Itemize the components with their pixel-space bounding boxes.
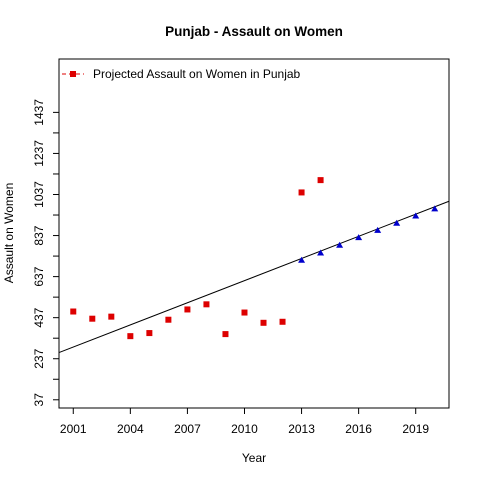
y-tick-label: 237: [32, 348, 46, 368]
data-point-square: [241, 309, 248, 316]
x-tick-label: 2001: [60, 422, 87, 436]
data-point-square: [203, 301, 210, 308]
x-axis-label: Year: [242, 451, 266, 465]
data-point-square: [108, 313, 115, 320]
data-point-triangle: [355, 234, 363, 241]
x-tick-label: 2013: [288, 422, 315, 436]
y-tick-label: 837: [32, 225, 46, 245]
y-axis-label: Assault on Women: [2, 183, 16, 284]
trend-line: [58, 200, 450, 354]
data-point-square: [165, 316, 172, 323]
data-marks: [70, 177, 439, 340]
y-tick-label: 637: [32, 266, 46, 286]
data-point-square: [260, 319, 267, 326]
data-point-square: [298, 189, 305, 196]
data-point-triangle: [374, 226, 382, 233]
y-tick-label: 1437: [32, 99, 46, 126]
trend-line-group: [58, 200, 450, 354]
data-point-square: [317, 177, 324, 184]
data-point-square: [184, 306, 191, 313]
legend: Projected Assault on Women in Punjab: [62, 67, 301, 81]
x-tick-label: 2004: [117, 422, 144, 436]
x-tick-label: 2019: [402, 422, 429, 436]
data-point-triangle: [317, 249, 325, 256]
chart-title: Punjab - Assault on Women: [165, 24, 343, 39]
data-point-triangle: [412, 212, 420, 219]
data-point-square: [89, 315, 96, 322]
plot-frame: [58, 58, 450, 409]
data-point-square: [127, 333, 134, 340]
data-point-square: [70, 308, 77, 315]
legend-label: Projected Assault on Women in Punjab: [93, 67, 301, 81]
data-point-triangle: [431, 205, 439, 212]
data-point-square: [279, 318, 286, 325]
data-point-triangle: [336, 241, 344, 248]
y-tick-label: 1037: [32, 181, 46, 208]
data-point-square: [146, 330, 153, 337]
legend-square-marker: [70, 71, 76, 77]
data-point-triangle: [298, 256, 306, 263]
y-tick-label: 37: [32, 393, 46, 407]
y-axis: 37 237 437 637 837 1037 1237 1437: [32, 99, 59, 407]
data-point-triangle: [393, 219, 401, 226]
data-point-square: [222, 331, 229, 338]
x-axis: 2001 2004 2007 2010 2013 2016 2019: [60, 408, 429, 436]
y-tick-label: 1237: [32, 140, 46, 167]
x-tick-label: 2010: [231, 422, 258, 436]
y-tick-label: 437: [32, 307, 46, 327]
x-tick-label: 2016: [345, 422, 372, 436]
x-tick-label: 2007: [174, 422, 201, 436]
